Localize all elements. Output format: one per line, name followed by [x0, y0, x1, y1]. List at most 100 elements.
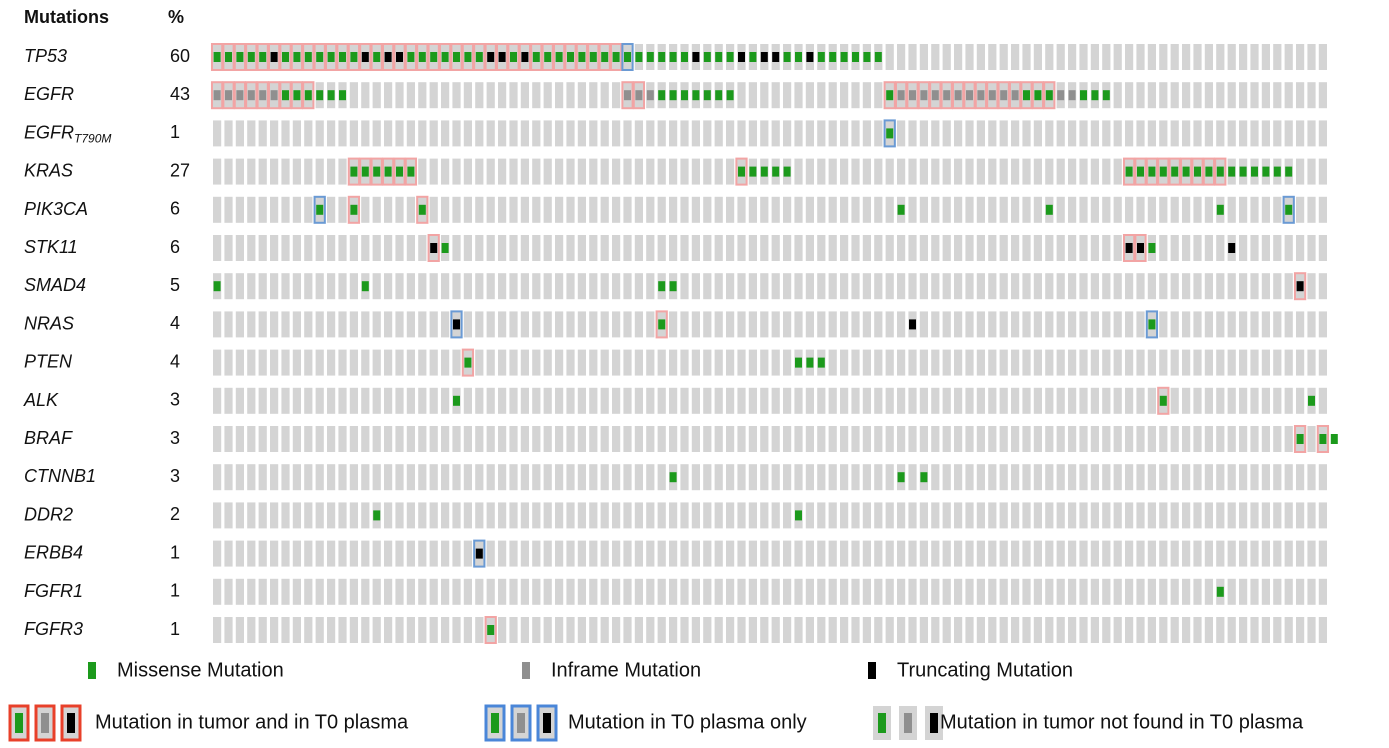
sample-cell [384, 311, 393, 338]
sample-cell [270, 273, 279, 300]
mutation [1228, 166, 1236, 177]
sample-cell [235, 617, 245, 643]
mutation [1011, 90, 1019, 101]
sample-cell [623, 578, 632, 605]
sample-cell [270, 158, 279, 185]
sample-cell [1011, 387, 1020, 414]
sample-cell [840, 273, 849, 300]
sample-cell [213, 349, 222, 376]
sample-cell [1284, 44, 1293, 70]
sample-cell [1193, 617, 1202, 643]
sample-cell [1113, 44, 1122, 70]
sample-cell [463, 235, 473, 261]
sample-cell [1090, 196, 1100, 223]
sample-cell [589, 311, 598, 338]
sample-cell [703, 120, 712, 147]
sample-cell [828, 349, 837, 376]
sample-cell [406, 273, 416, 300]
sample-cell [532, 82, 541, 109]
sample-cell [1182, 82, 1191, 109]
sample-cell [304, 311, 313, 338]
sample-cell [1216, 387, 1225, 414]
sample-cell [600, 464, 609, 491]
sample-cell [372, 617, 381, 643]
sample-cell [623, 120, 632, 147]
sample-cell [600, 349, 609, 376]
sample-cell [623, 617, 632, 643]
sample-cell [634, 578, 644, 605]
sample-cell [213, 196, 222, 223]
sample-cell [908, 540, 917, 567]
sample-cell [897, 540, 906, 567]
gene-name: CTNNB1 [24, 466, 96, 486]
sample-cell [349, 540, 359, 567]
legend-swatch [88, 662, 96, 679]
sample-cell [1136, 578, 1145, 605]
mutation [475, 548, 483, 559]
sample-cell [532, 196, 541, 223]
sample-cell [1307, 311, 1316, 338]
sample-cell [965, 502, 974, 529]
sample-cell [418, 387, 427, 414]
sample-cell [315, 387, 324, 414]
sample-cell [828, 617, 837, 643]
sample-cell [1056, 502, 1065, 529]
mutation [373, 166, 381, 177]
mutation [1296, 434, 1304, 444]
sample-cell [976, 311, 986, 338]
sample-cell [349, 82, 359, 109]
sample-cell [988, 578, 997, 605]
sample-cell [509, 617, 518, 643]
sample-cell [931, 120, 940, 147]
sample-cell [623, 235, 632, 261]
sample-cell [589, 578, 598, 605]
sample-cell [726, 387, 735, 414]
sample-cell [817, 387, 826, 414]
sample-cell [965, 196, 974, 223]
sample-cell [1079, 311, 1088, 338]
sample-cell [999, 273, 1008, 300]
sample-cell [1136, 44, 1145, 70]
sample-cell [1022, 426, 1031, 452]
mutation [589, 52, 597, 62]
gene-label: STK11 [24, 237, 78, 257]
sample-cell [1102, 235, 1111, 261]
sample-cell [1227, 120, 1236, 147]
mutation [396, 52, 404, 62]
sample-cell [566, 540, 575, 567]
mutation [304, 90, 312, 101]
sample-cell [566, 235, 575, 261]
sample-cell [349, 387, 359, 414]
sample-cell [669, 158, 678, 185]
sample-cell [885, 502, 894, 529]
sample-cell [520, 426, 530, 452]
mutation [966, 90, 974, 101]
sample-cell [224, 578, 233, 605]
sample-cell [555, 311, 564, 338]
sample-cell [680, 273, 689, 300]
sample-cell [247, 578, 256, 605]
sample-cell [577, 196, 587, 223]
sample-cell [520, 273, 530, 300]
sample-cell [1193, 273, 1202, 300]
mutation [259, 90, 267, 101]
sample-cell [395, 311, 404, 338]
mutation [247, 90, 255, 101]
sample-cell [1113, 311, 1122, 338]
sample-cell [805, 311, 815, 338]
sample-cell [1147, 273, 1157, 300]
mutation [418, 204, 426, 215]
sample-cell [908, 196, 917, 223]
sample-cell [247, 273, 256, 300]
sample-cell [691, 120, 701, 147]
mutation [361, 52, 369, 62]
sample-cell [1159, 578, 1168, 605]
sample-cell [258, 349, 267, 376]
sample-cell [976, 44, 986, 70]
sample-cell [520, 540, 530, 567]
legend-box-swatch [878, 713, 886, 733]
sample-cell [931, 617, 940, 643]
sample-cell [680, 158, 689, 185]
sample-cell [1261, 273, 1271, 300]
sample-cell [726, 311, 735, 338]
